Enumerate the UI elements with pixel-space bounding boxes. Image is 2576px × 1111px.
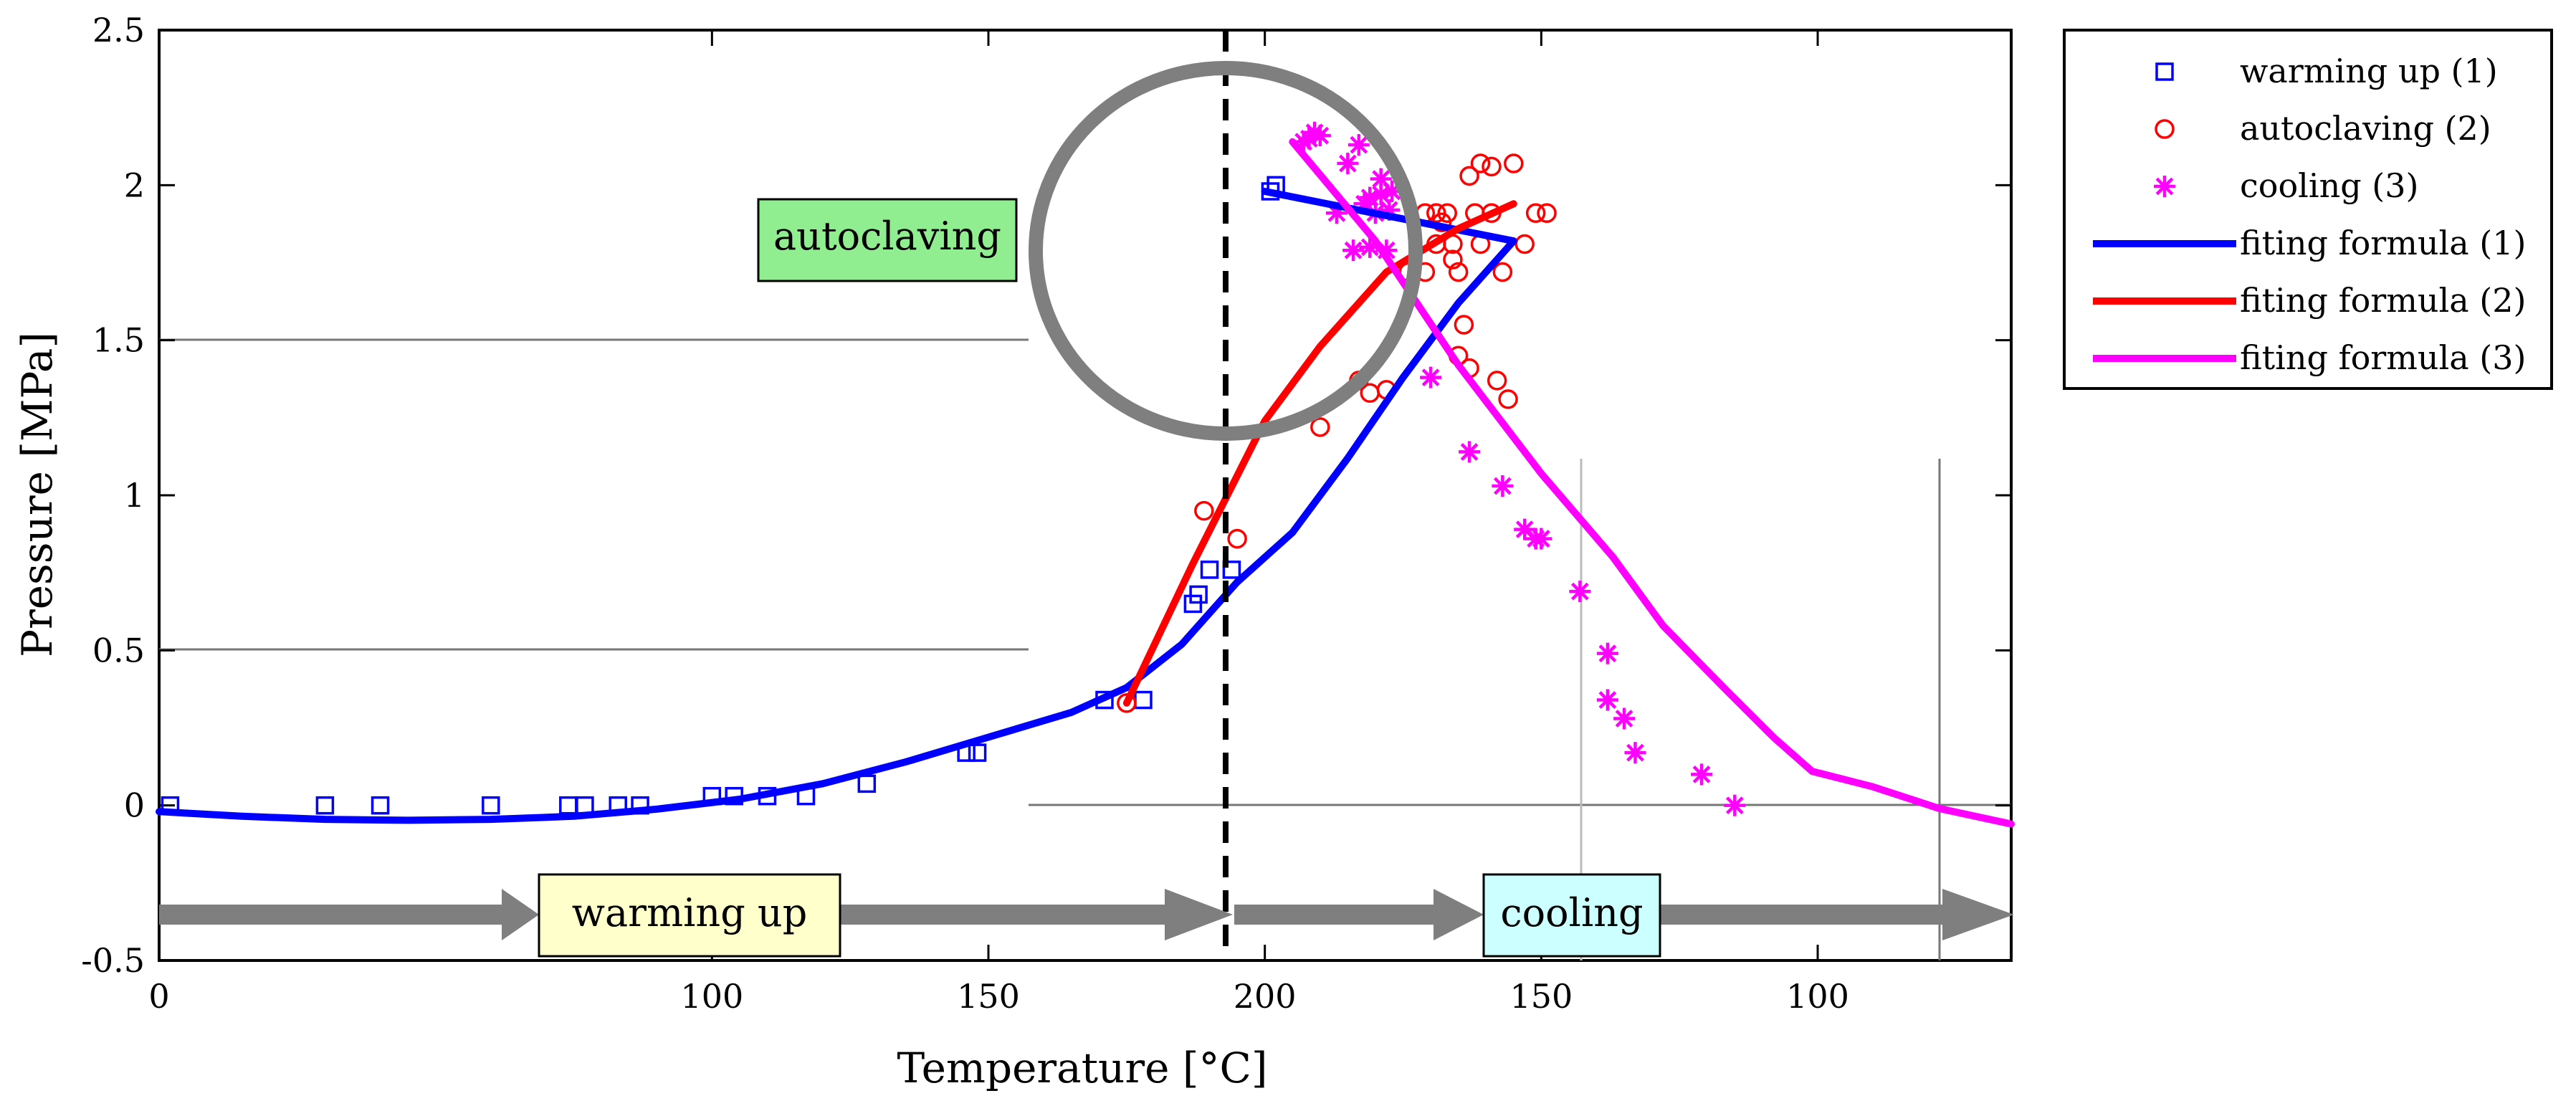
legend-item: fiting formula (1) bbox=[2093, 224, 2526, 262]
x-tick-label: 150 bbox=[957, 977, 1020, 1016]
data-point-square bbox=[1183, 594, 1203, 614]
series-6 bbox=[1289, 138, 2015, 828]
arrow-4 bbox=[1660, 889, 2014, 940]
series-3 bbox=[1292, 121, 1746, 816]
data-point-circle bbox=[1437, 203, 1457, 224]
data-point-asterisk bbox=[1569, 581, 1591, 603]
data-point-circle bbox=[1498, 389, 1518, 409]
highlight-circle bbox=[1029, 61, 1423, 441]
legend-item: fiting formula (3) bbox=[2093, 338, 2526, 377]
data-point-asterisk bbox=[1613, 707, 1636, 730]
annotation-cooling-label: cooling bbox=[1500, 890, 1643, 935]
reference-lines bbox=[159, 338, 2011, 960]
legend: warming up (1) autoclaving (2) cooling (3)… bbox=[2063, 29, 2553, 390]
y-tick-label: 2 bbox=[124, 166, 145, 204]
data-point-asterisk bbox=[1347, 134, 1370, 156]
legend-label: autoclaving (2) bbox=[2240, 109, 2491, 148]
data-point-square bbox=[1200, 561, 1219, 579]
data-point-circle bbox=[1194, 500, 1214, 521]
legend-item: warming up (1) bbox=[2155, 52, 2498, 90]
data-point-asterisk bbox=[1492, 475, 1514, 497]
data-point-asterisk bbox=[1691, 763, 1713, 786]
x-tick-label: 100 bbox=[1786, 977, 1849, 1016]
data-point-asterisk bbox=[1596, 642, 1618, 664]
data-point-asterisk bbox=[1596, 689, 1618, 711]
data-point-circle bbox=[1492, 262, 1513, 282]
x-tick-label: 150 bbox=[1509, 977, 1573, 1016]
legend-label: fiting formula (1) bbox=[2240, 224, 2526, 262]
legend-box bbox=[2063, 29, 2553, 390]
data-point-circle bbox=[2155, 119, 2175, 139]
legend-label: cooling (3) bbox=[2240, 166, 2418, 205]
annotation-warming-up: warming up bbox=[538, 873, 841, 958]
y-tick-label: 0 bbox=[124, 786, 145, 825]
data-point-circle bbox=[1443, 249, 1463, 270]
data-point-square bbox=[1189, 585, 1208, 604]
x-axis-title: Temperature [°C] bbox=[897, 1044, 1267, 1092]
series-layer bbox=[156, 121, 2015, 828]
data-point-asterisk bbox=[1337, 153, 1359, 175]
fit-line bbox=[156, 188, 1517, 824]
y-axis: -0.5 0 0.5 1 1.5 2 2.5 bbox=[81, 11, 2011, 980]
legend-item: cooling (3) bbox=[2154, 166, 2418, 205]
series-2 bbox=[1117, 153, 1557, 713]
annotation-warming-up-label: warming up bbox=[572, 890, 808, 935]
data-point-asterisk bbox=[1530, 528, 1552, 550]
data-point-asterisk bbox=[1309, 125, 1331, 147]
arrow-2 bbox=[840, 889, 1233, 940]
legend-label: warming up (1) bbox=[2240, 52, 2498, 90]
data-point-circle bbox=[1227, 528, 1247, 549]
data-point-asterisk bbox=[1624, 742, 1646, 764]
legend-label: fiting formula (3) bbox=[2240, 338, 2526, 377]
y-axis-title: Pressure [MPa] bbox=[13, 332, 62, 657]
fit-line bbox=[1122, 200, 1517, 707]
x-axis: 0 100 150 200 150 100 bbox=[148, 30, 1849, 1016]
data-point-circle bbox=[1537, 203, 1557, 224]
data-point-circle bbox=[1454, 315, 1474, 335]
data-point-asterisk bbox=[1342, 239, 1365, 262]
y-tick-label: 1 bbox=[124, 476, 145, 515]
data-point-circle bbox=[1504, 153, 1524, 173]
data-point-square bbox=[482, 796, 500, 815]
data-point-square bbox=[371, 796, 390, 815]
x-tick-label: 100 bbox=[680, 977, 743, 1016]
data-point-asterisk bbox=[1459, 441, 1481, 463]
data-point-circle bbox=[1459, 166, 1479, 186]
y-tick-label: 0.5 bbox=[92, 631, 145, 669]
data-point-asterisk bbox=[1420, 366, 1442, 388]
y-tick-label: -0.5 bbox=[81, 941, 145, 980]
data-point-asterisk bbox=[2154, 176, 2175, 197]
data-point-circle bbox=[1487, 371, 1507, 391]
annotation-autoclaving: autoclaving bbox=[757, 198, 1018, 282]
data-point-circle bbox=[1525, 203, 1546, 224]
series-5 bbox=[1122, 200, 1517, 707]
y-tick-label: 1.5 bbox=[92, 321, 145, 360]
arrow-1 bbox=[159, 889, 539, 940]
fit-line bbox=[1289, 138, 2015, 828]
legend-item: autoclaving (2) bbox=[2155, 109, 2491, 148]
data-point-asterisk bbox=[1724, 794, 1746, 816]
x-tick-label: 200 bbox=[1234, 977, 1297, 1016]
x-tick-label: 0 bbox=[148, 977, 169, 1016]
series-4 bbox=[156, 188, 1517, 824]
annotation-autoclaving-label: autoclaving bbox=[773, 214, 1001, 259]
data-point-circle bbox=[1470, 153, 1491, 173]
legend-item: fiting formula (2) bbox=[2093, 281, 2526, 320]
annotation-cooling: cooling bbox=[1482, 873, 1661, 958]
data-point-circle bbox=[1117, 693, 1137, 713]
data-point-circle bbox=[1482, 156, 1502, 177]
data-point-square bbox=[1222, 561, 1241, 579]
data-point-circle bbox=[1514, 234, 1535, 254]
y-tick-label: 2.5 bbox=[92, 11, 145, 49]
arrow-3 bbox=[1234, 889, 1484, 940]
data-point-square bbox=[2155, 62, 2174, 81]
data-point-square bbox=[968, 743, 987, 762]
data-point-circle bbox=[1448, 262, 1469, 282]
process-arrows bbox=[159, 889, 2014, 940]
data-point-square bbox=[315, 796, 335, 815]
data-point-circle bbox=[1310, 417, 1330, 437]
legend-label: fiting formula (2) bbox=[2240, 281, 2526, 320]
